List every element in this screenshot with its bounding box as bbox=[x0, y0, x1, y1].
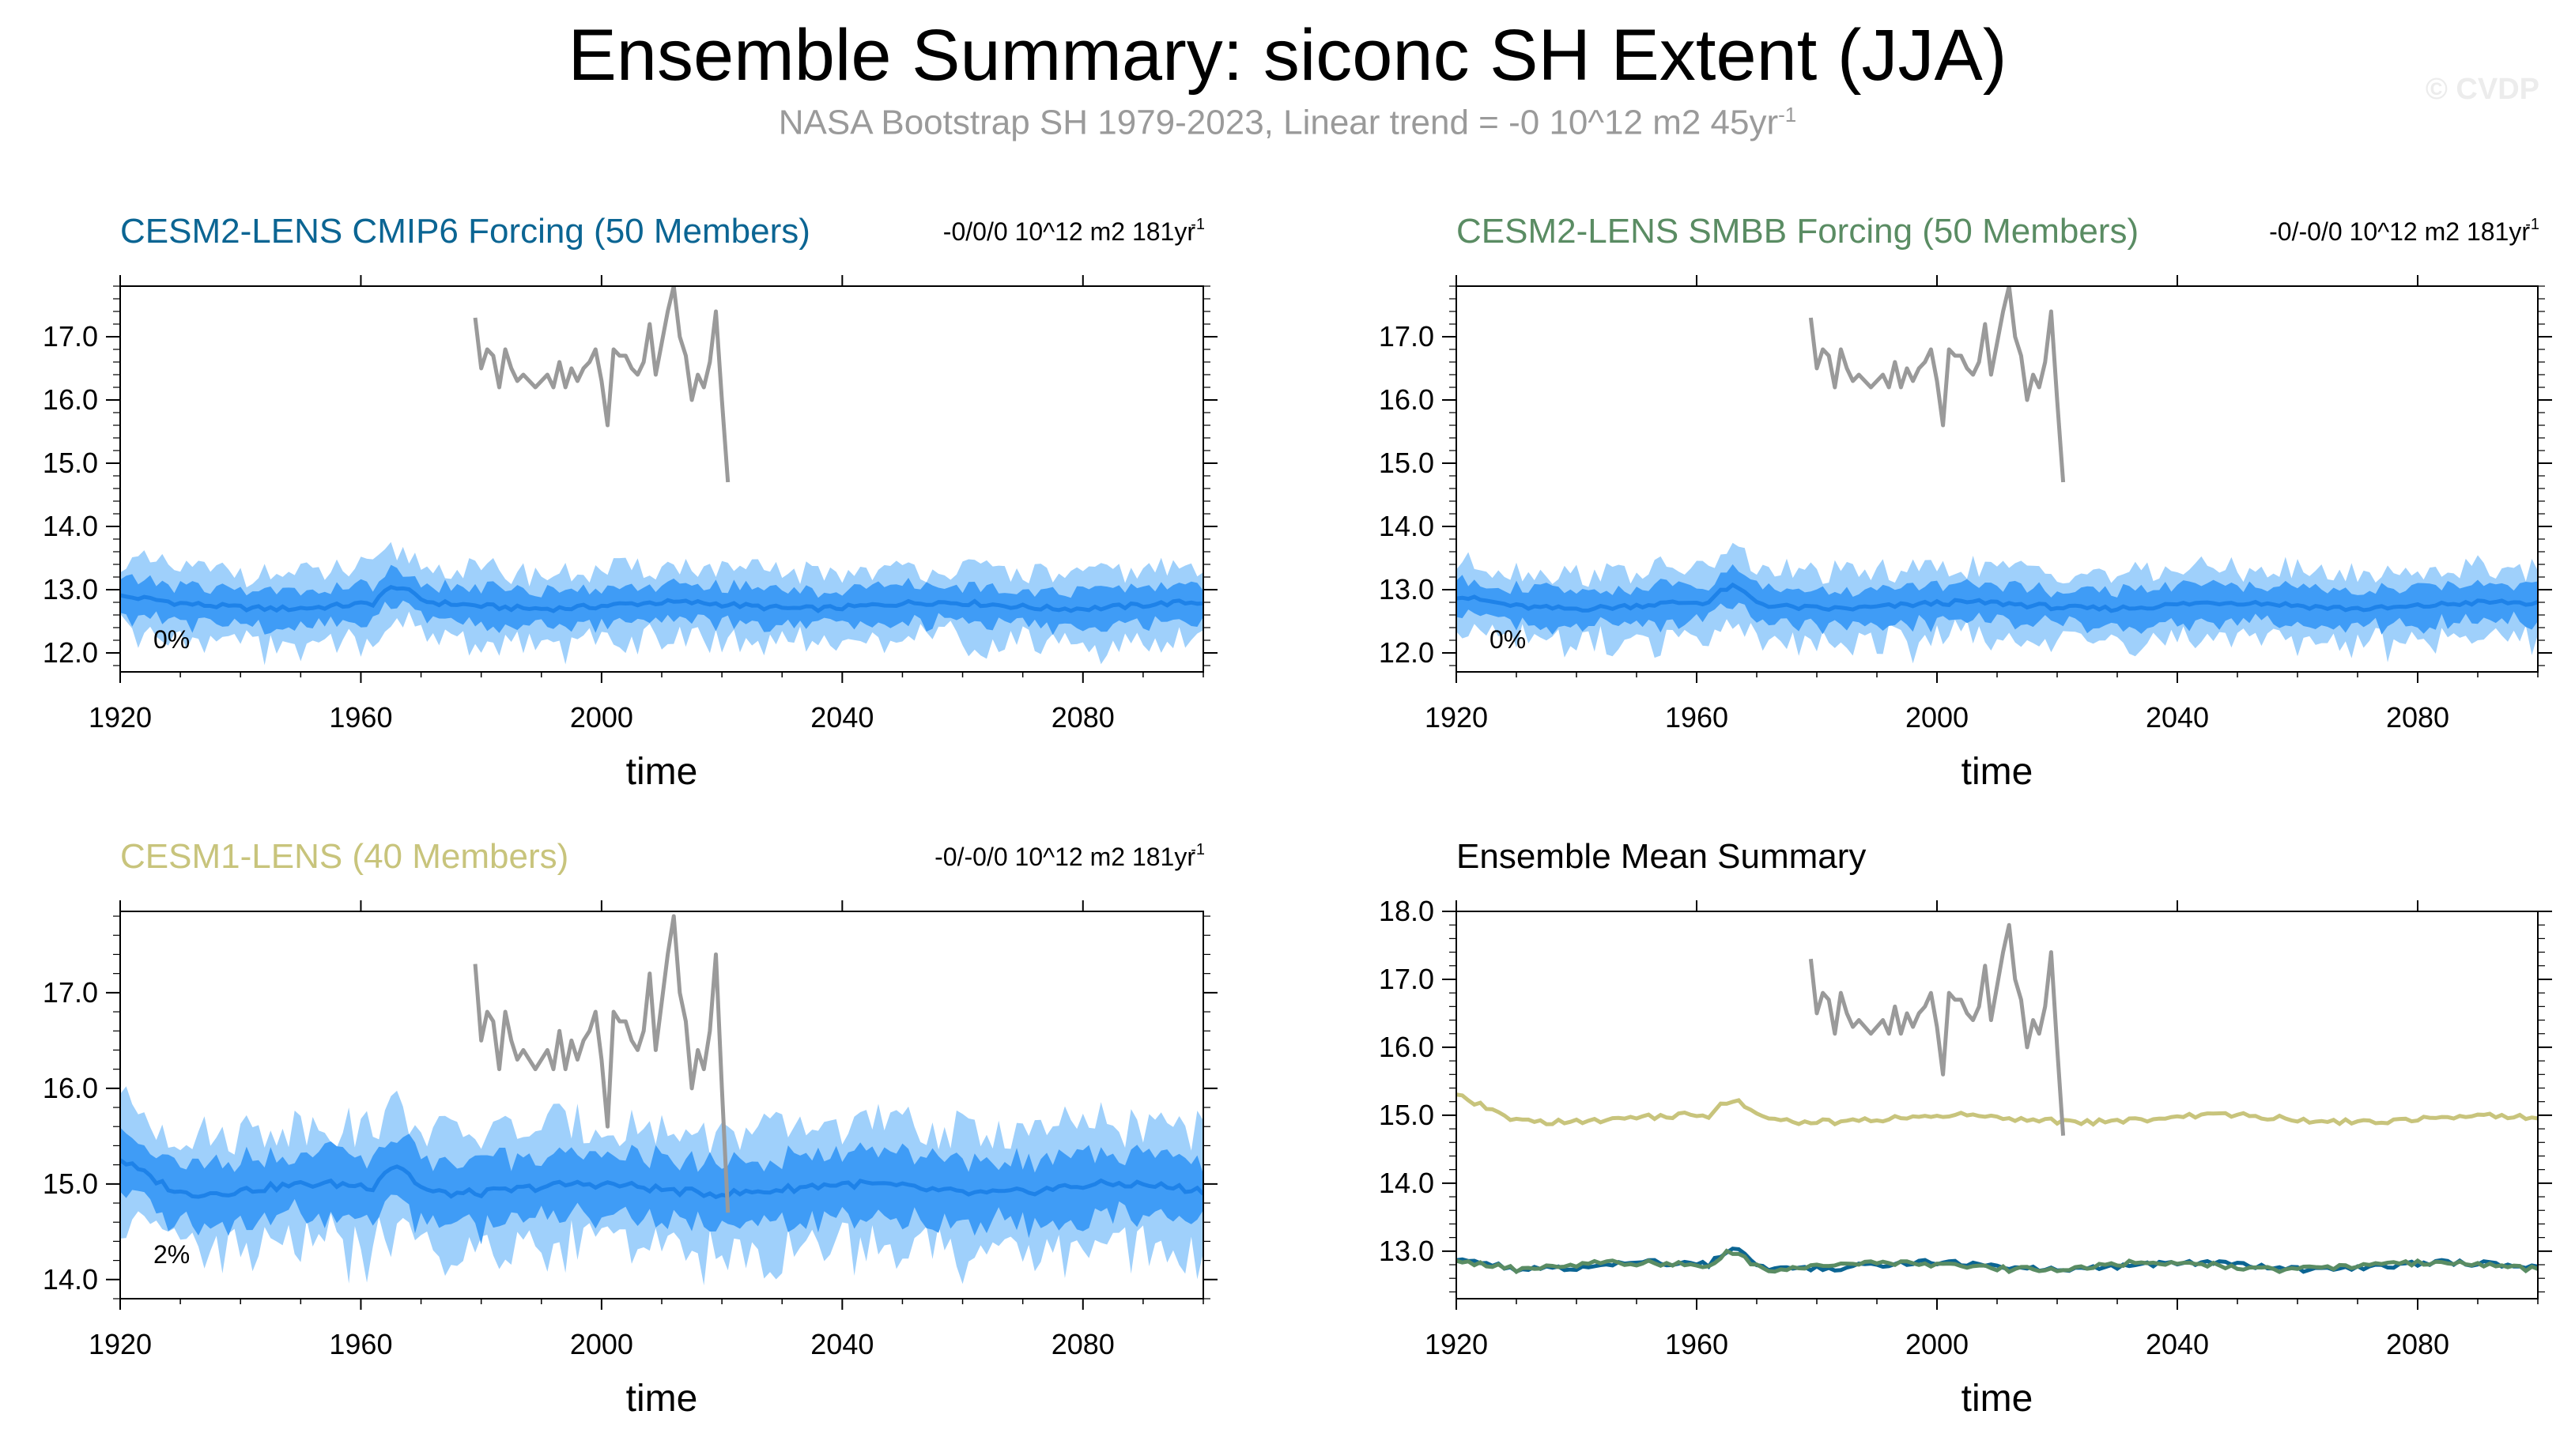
y-tick-label: 14.0 bbox=[43, 510, 98, 542]
ensemble-mean-line bbox=[1456, 582, 2538, 613]
x-tick-label: 2080 bbox=[1052, 701, 1115, 734]
y-tick-label: 18.0 bbox=[1379, 895, 1434, 927]
trend-exponent: -1 bbox=[1191, 216, 1205, 233]
chart-panel-1: CESM2-LENS CMIP6 Forcing (50 Members) -0/… bbox=[43, 212, 1218, 793]
spread-inner-band bbox=[1456, 564, 2538, 635]
x-tick-label: 1960 bbox=[1665, 1328, 1728, 1360]
y-tick-label: 13.0 bbox=[43, 573, 98, 605]
subtitle-text: NASA Bootstrap SH 1979-2023, Linear tren… bbox=[778, 103, 1779, 142]
x-axis-label: time bbox=[1961, 1378, 2033, 1420]
observation-line bbox=[1808, 922, 2066, 1136]
observation-line bbox=[1808, 286, 2066, 483]
cesm1-mean-line bbox=[1456, 1092, 2538, 1127]
trend-exponent: -1 bbox=[2525, 216, 2539, 233]
x-axis-label: time bbox=[626, 751, 698, 793]
x-tick-label: 1920 bbox=[1425, 701, 1488, 734]
x-tick-label: 2040 bbox=[810, 1328, 874, 1360]
plot-area bbox=[120, 286, 1203, 666]
x-tick-label: 2000 bbox=[1905, 701, 1969, 734]
observation-line bbox=[473, 914, 731, 1213]
x-tick-label: 1920 bbox=[89, 701, 152, 734]
x-tick-label: 2080 bbox=[2386, 1328, 2449, 1360]
x-tick-label: 1960 bbox=[329, 701, 392, 734]
y-tick-label: 13.0 bbox=[1379, 1235, 1434, 1267]
obs-subtitle: NASA Bootstrap SH 1979-2023, Linear tren… bbox=[0, 103, 2575, 143]
y-tick-label: 16.0 bbox=[1379, 1031, 1434, 1063]
x-tick-label: 1960 bbox=[1665, 701, 1728, 734]
smbb-mean-line bbox=[1456, 1248, 2538, 1275]
y-tick-label: 17.0 bbox=[1379, 320, 1434, 353]
trend-exponent: -1 bbox=[1191, 841, 1205, 858]
y-tick-label: 16.0 bbox=[43, 1072, 98, 1104]
page-title: Ensemble Summary: siconc SH Extent (JJA) bbox=[568, 15, 2007, 96]
percent-label: 0% bbox=[1489, 625, 1526, 654]
x-tick-label: 2040 bbox=[810, 701, 874, 734]
subtitle-exponent: -1 bbox=[1778, 103, 1797, 126]
x-tick-label: 2000 bbox=[570, 1328, 633, 1360]
y-tick-label: 16.0 bbox=[43, 383, 98, 416]
y-tick-label: 17.0 bbox=[43, 976, 98, 1009]
plot-frame bbox=[1456, 911, 2539, 1299]
ensemble-mean-line bbox=[120, 585, 1203, 613]
x-tick-label: 2040 bbox=[2146, 701, 2209, 734]
y-tick-label: 15.0 bbox=[43, 447, 98, 479]
panel-title: Ensemble Mean Summary bbox=[1456, 837, 1866, 876]
y-tick-label: 14.0 bbox=[43, 1263, 98, 1296]
y-tick-label: 12.0 bbox=[43, 636, 98, 669]
y-tick-label: 13.0 bbox=[1379, 573, 1434, 605]
spread-inner-band bbox=[120, 1127, 1203, 1245]
x-axis-label: time bbox=[626, 1378, 698, 1420]
trend-label: -0/-0/0 10^12 m2 181yr bbox=[2269, 217, 2530, 246]
cvdp-watermark: © CVDP bbox=[2425, 73, 2539, 106]
x-tick-label: 1920 bbox=[89, 1328, 152, 1360]
trend-label: -0/-0/0 10^12 m2 181yr bbox=[934, 843, 1195, 871]
y-tick-label: 14.0 bbox=[1379, 1167, 1434, 1199]
observation-line bbox=[473, 286, 731, 483]
panel-title: CESM1-LENS (40 Members) bbox=[120, 837, 568, 876]
chart-panel-4: Ensemble Mean Summary 1920 1960 2000 2040 208… bbox=[1379, 837, 2552, 1420]
plot-area bbox=[1456, 922, 2538, 1275]
x-tick-label: 1960 bbox=[329, 1328, 392, 1360]
x-tick-label: 2040 bbox=[2146, 1328, 2209, 1360]
trend-label: -0/0/0 10^12 m2 181yr bbox=[943, 217, 1196, 246]
x-tick-label: 2000 bbox=[570, 701, 633, 734]
chart-panel-2: CESM2-LENS SMBB Forcing (50 Members) -0/-… bbox=[1379, 212, 2552, 793]
y-tick-label: 15.0 bbox=[43, 1167, 98, 1200]
x-tick-label: 1920 bbox=[1425, 1328, 1488, 1360]
spread-inner-band bbox=[120, 564, 1203, 636]
ensemble-mean-line bbox=[120, 1158, 1203, 1200]
plot-area bbox=[120, 914, 1203, 1286]
y-tick-label: 14.0 bbox=[1379, 510, 1434, 542]
y-tick-label: 15.0 bbox=[1379, 447, 1434, 479]
chart-panel-3: CESM1-LENS (40 Members) -0/-0/0 10^12 m2 … bbox=[43, 837, 1218, 1420]
y-tick-label: 12.0 bbox=[1379, 636, 1434, 669]
panel-title: CESM2-LENS SMBB Forcing (50 Members) bbox=[1456, 212, 2139, 251]
x-tick-label: 2080 bbox=[2386, 701, 2449, 734]
percent-label: 2% bbox=[153, 1240, 190, 1269]
y-tick-label: 16.0 bbox=[1379, 383, 1434, 416]
x-axis-label: time bbox=[1961, 751, 2033, 793]
x-tick-label: 2080 bbox=[1052, 1328, 1115, 1360]
percent-label: 0% bbox=[153, 625, 190, 654]
y-tick-label: 15.0 bbox=[1379, 1099, 1434, 1131]
panel-title: CESM2-LENS CMIP6 Forcing (50 Members) bbox=[120, 212, 810, 251]
y-tick-label: 17.0 bbox=[43, 320, 98, 353]
x-tick-label: 2000 bbox=[1905, 1328, 1969, 1360]
plot-area bbox=[1456, 286, 2538, 664]
y-tick-label: 17.0 bbox=[1379, 963, 1434, 995]
